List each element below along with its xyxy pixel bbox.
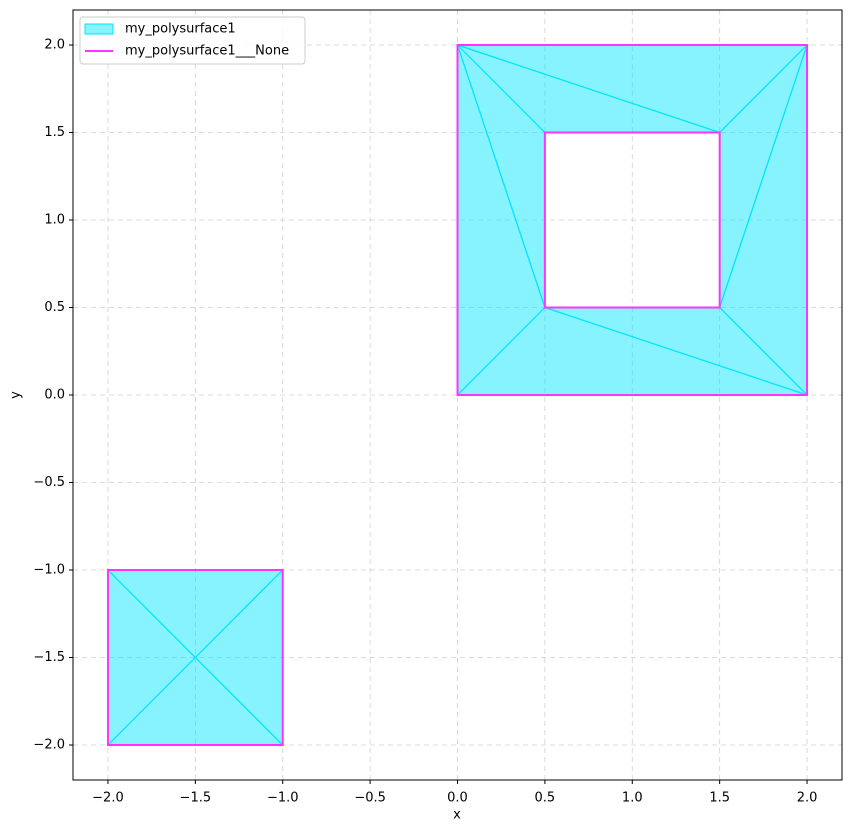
x-tick-label: −1.5 — [180, 791, 212, 806]
y-tick-label: 0.0 — [44, 388, 65, 403]
y-tick-label: −1.0 — [33, 563, 65, 578]
y-tick-label: −0.5 — [33, 475, 65, 490]
y-tick-label: −2.0 — [33, 738, 65, 753]
legend-label: my_polysurface1___None — [125, 44, 289, 59]
plot-frame — [72, 9, 843, 781]
legend: my_polysurface1 my_polysurface1___None — [79, 16, 306, 65]
y-axis-label: y — [9, 391, 24, 399]
outline-ring — [456, 44, 809, 396]
outline-ring — [543, 131, 721, 309]
y-tick-label: 2.0 — [44, 38, 65, 53]
y-tick-label: 1.0 — [44, 213, 65, 228]
x-tick-label: 0.0 — [447, 791, 468, 806]
x-tick-label: −0.5 — [354, 791, 386, 806]
legend-box — [79, 16, 306, 65]
outline-ring — [106, 569, 284, 746]
x-tick-label: 1.5 — [709, 791, 730, 806]
legend-swatch — [84, 23, 114, 35]
x-axis-label: x — [453, 808, 461, 823]
x-tick-label: 2.0 — [797, 791, 818, 806]
x-tick-label: −1.0 — [267, 791, 299, 806]
y-tick-label: −1.5 — [33, 650, 65, 665]
y-tick-label: 0.5 — [44, 300, 65, 315]
x-tick-label: 0.5 — [535, 791, 556, 806]
x-tick-label: 1.0 — [622, 791, 643, 806]
x-tick-label: −2.0 — [92, 791, 124, 806]
y-tick-label: 1.5 — [44, 125, 65, 140]
legend-label: my_polysurface1 — [125, 22, 236, 37]
